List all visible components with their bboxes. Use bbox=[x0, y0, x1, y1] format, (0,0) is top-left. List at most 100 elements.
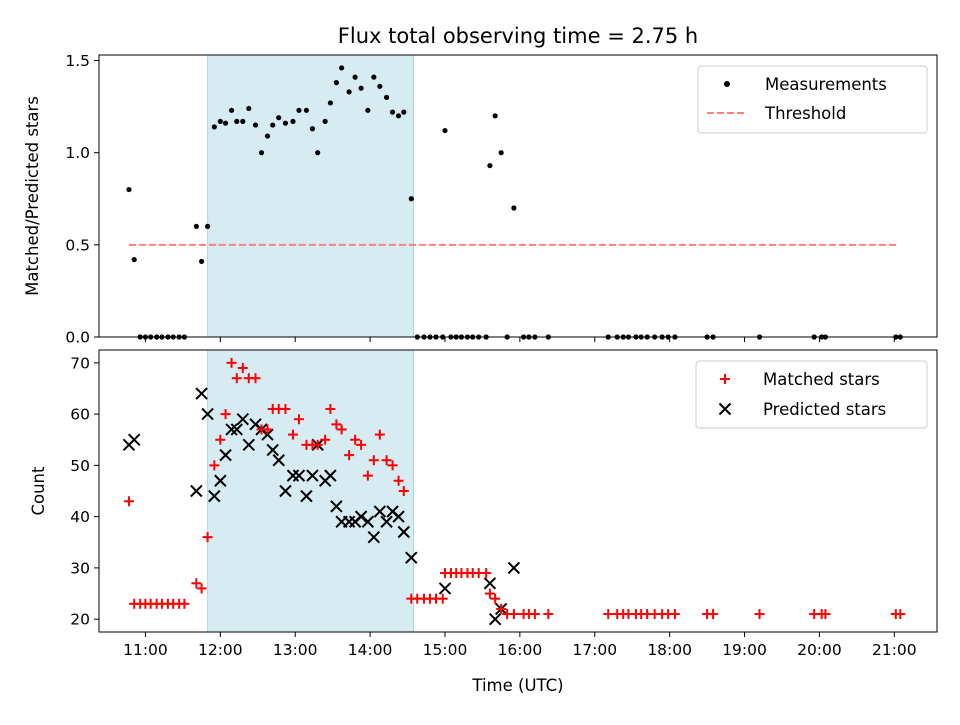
measurement-point bbox=[365, 107, 371, 113]
matched-star-point bbox=[336, 424, 347, 435]
counts-xtick-label: 13:00 bbox=[273, 641, 318, 659]
predicted-star-point bbox=[195, 387, 208, 400]
measurement-point bbox=[339, 65, 345, 71]
ratio-legend: Measurements Threshold bbox=[697, 65, 928, 134]
matched-star-point bbox=[196, 583, 207, 594]
legend-threshold-label: Threshold bbox=[764, 104, 846, 123]
matched-star-point bbox=[350, 434, 361, 445]
counts-xtick-label: 21:00 bbox=[872, 641, 917, 659]
counts-ytick-label: 40 bbox=[70, 508, 90, 526]
predicted-star-point bbox=[214, 474, 227, 487]
matched-star-point bbox=[543, 609, 554, 620]
ratio-ytick-label: 1.0 bbox=[65, 144, 90, 162]
measurement-point bbox=[193, 223, 199, 230]
predicted-star-point bbox=[127, 433, 141, 446]
matched-star-point bbox=[312, 439, 323, 450]
counts-y-axis-label: Count bbox=[29, 466, 48, 516]
measurement-point bbox=[315, 150, 321, 156]
counts-ytick-label: 50 bbox=[70, 457, 90, 475]
measurement-point bbox=[352, 74, 358, 80]
ratio-ytick-label: 1.5 bbox=[65, 52, 90, 70]
measurement-point bbox=[383, 94, 390, 100]
matched-star-point bbox=[191, 578, 202, 589]
panel-ratio-frame bbox=[98, 54, 938, 338]
ratio-legend-box bbox=[697, 65, 928, 134]
predicted-star-point bbox=[488, 612, 502, 626]
predicted-star-point bbox=[190, 484, 203, 498]
matched-star-point bbox=[895, 609, 906, 620]
measurement-point bbox=[240, 118, 246, 124]
predicted-star-point bbox=[397, 525, 411, 539]
predicted-star-point bbox=[219, 448, 232, 462]
panel-ratio: 0.0 0.5 1.0 1.5 Matched/Predicted stars Mea… bbox=[23, 52, 938, 347]
observing-window-span bbox=[207, 54, 415, 338]
matched-star-point bbox=[381, 455, 392, 466]
predicted-star-point bbox=[230, 423, 244, 436]
panel-counts: 20 30 40 50 60 70 11:00 12:00 13:00 14:00 15:00 16… bbox=[29, 349, 938, 695]
matched-star-point bbox=[331, 419, 342, 430]
counts-xtick-label: 15:00 bbox=[423, 641, 468, 659]
predicted-star-point bbox=[361, 515, 375, 528]
matched-star-point bbox=[362, 470, 373, 481]
counts-xtick-label: 12:00 bbox=[198, 641, 243, 659]
predicted-star-point bbox=[330, 500, 343, 513]
matched-star-point bbox=[490, 593, 501, 604]
matched-star-point bbox=[226, 357, 237, 368]
counts-xtick-label: 19:00 bbox=[722, 641, 767, 659]
measurement-point bbox=[211, 124, 217, 130]
matched-star-point bbox=[496, 603, 507, 614]
predicted-star-point bbox=[236, 413, 249, 426]
measurement-point bbox=[442, 127, 448, 134]
measurement-point bbox=[264, 133, 271, 139]
counts-xtick-label: 17:00 bbox=[572, 641, 617, 659]
matched-star-point bbox=[356, 439, 367, 450]
counts-xtick-label: 16:00 bbox=[498, 641, 543, 659]
predicted-star-point bbox=[201, 407, 214, 421]
predicted-star-point bbox=[225, 423, 238, 436]
measurement-point bbox=[389, 109, 396, 115]
matched-star-point bbox=[508, 609, 519, 620]
measurement-point bbox=[371, 74, 377, 80]
predicted-star-point bbox=[261, 428, 274, 441]
matched-star-point bbox=[437, 593, 448, 604]
predicted-star-point bbox=[507, 561, 521, 575]
measurement-point bbox=[204, 223, 211, 230]
matched-star-point bbox=[293, 414, 304, 425]
legend-measurements-marker bbox=[724, 81, 730, 87]
measurement-point bbox=[322, 118, 328, 124]
counts-ytick-label: 70 bbox=[70, 354, 90, 372]
measurement-point bbox=[290, 118, 296, 124]
panel-counts-frame bbox=[98, 349, 938, 633]
matched-star-point bbox=[237, 362, 248, 373]
predicted-star-point bbox=[208, 489, 221, 503]
matched-star-point bbox=[387, 460, 398, 471]
matched-star-point bbox=[209, 460, 220, 471]
matched-star-point bbox=[754, 609, 765, 620]
measurement-point bbox=[234, 118, 240, 124]
measurement-point bbox=[217, 118, 223, 124]
predicted-star-point bbox=[300, 489, 313, 503]
matched-star-point bbox=[484, 588, 495, 599]
measurement-point bbox=[358, 85, 364, 91]
matched-star-point bbox=[603, 609, 614, 620]
measurement-point bbox=[126, 186, 132, 193]
counts-ytick-label: 60 bbox=[70, 406, 90, 424]
matched-star-point bbox=[215, 434, 226, 445]
predicted-star-point bbox=[380, 515, 393, 528]
matched-star-point bbox=[368, 455, 379, 466]
matched-star-point bbox=[325, 403, 336, 414]
predicted-star-point bbox=[392, 510, 405, 523]
measurement-point bbox=[492, 113, 498, 119]
measurement-point bbox=[511, 205, 517, 211]
measurement-point bbox=[276, 115, 282, 121]
measurement-point bbox=[327, 100, 334, 106]
matched-star-point bbox=[820, 609, 831, 620]
matched-star-point bbox=[280, 403, 291, 414]
measurement-point bbox=[282, 120, 289, 126]
measurement-point bbox=[498, 150, 504, 156]
measurement-point bbox=[408, 196, 414, 202]
measurement-point bbox=[270, 122, 276, 128]
matched-star-point bbox=[220, 409, 231, 420]
measurement-point bbox=[252, 122, 259, 128]
